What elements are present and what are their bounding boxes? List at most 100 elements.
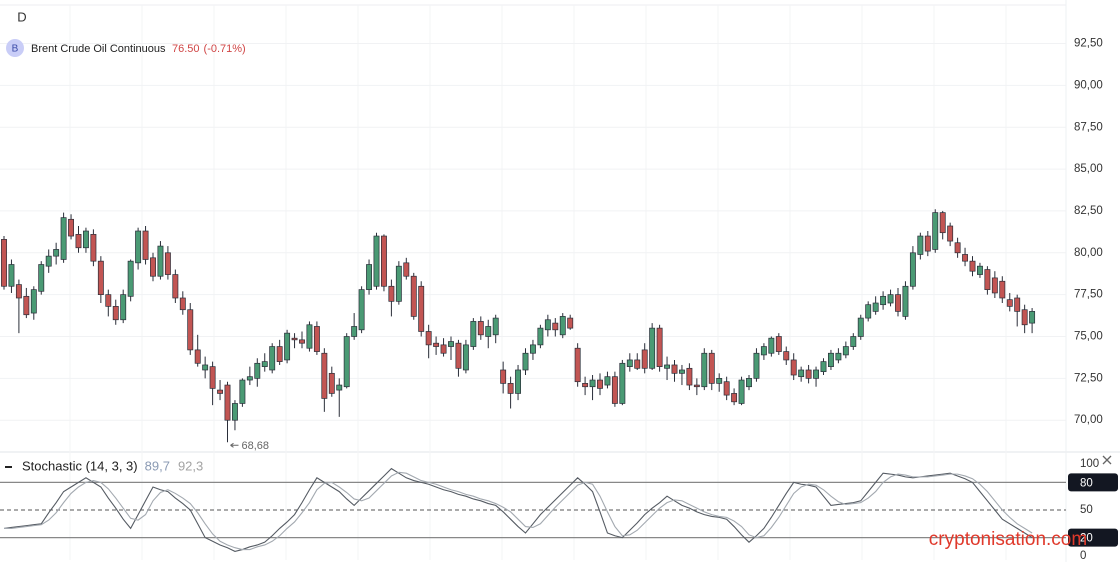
candle-body: [805, 369, 812, 379]
vertical-grid: [69, 5, 1007, 560]
candle-body: [887, 294, 894, 304]
axis: 70,00 72,50 75,00 77,50 80,00 82,50 85,00 87,50…: [1068, 38, 1118, 562]
candle-body: [656, 327, 663, 367]
candle-body: [112, 306, 119, 321]
candle-body: [492, 317, 499, 336]
candle-body: [246, 376, 253, 381]
candle-body: [127, 260, 134, 297]
symbol-icon: B: [12, 44, 19, 55]
y-tick-label: 92,50: [1074, 38, 1103, 50]
candle-body: [224, 384, 231, 421]
candle-body: [552, 322, 559, 331]
band-label: 80: [1080, 477, 1093, 489]
plot: 68,68: [1, 209, 1036, 552]
y-tick-label: 82,50: [1074, 205, 1103, 217]
candle-body: [857, 317, 864, 337]
candle-body: [276, 346, 283, 362]
band-label-bg: [1068, 473, 1118, 492]
candle-body: [723, 381, 730, 396]
candle-body: [388, 285, 395, 302]
interval-button[interactable]: [4, 7, 36, 29]
candle-body: [597, 379, 603, 389]
candle-body: [8, 264, 15, 287]
candle-body: [544, 319, 551, 331]
candle-body: [976, 265, 983, 275]
candle-body: [97, 260, 104, 295]
indicator-value: 92,3: [178, 458, 203, 473]
candle-body: [567, 317, 574, 329]
candle-body: [299, 339, 305, 344]
candle-body: [30, 289, 37, 314]
candle-body: [425, 331, 432, 346]
y-tick-label: 87,50: [1074, 121, 1103, 133]
band-label-bg: [1068, 528, 1118, 547]
symbol-change: (-0.71%): [204, 43, 246, 55]
candle-body: [448, 341, 454, 347]
candle-body: [582, 383, 589, 388]
candle-body: [1006, 299, 1013, 307]
candle-body: [716, 378, 723, 384]
candle-body: [507, 383, 514, 394]
candle-body: [842, 346, 849, 356]
interval[interactable]: D: [17, 9, 26, 24]
candle-body: [440, 344, 447, 354]
candle-body: [68, 218, 74, 237]
y-tick-label: 100: [1080, 458, 1099, 470]
y-tick-label: 75,00: [1074, 331, 1103, 343]
candle-body: [239, 379, 246, 404]
candle-body: [872, 302, 879, 312]
candle-body: [775, 336, 782, 352]
candle-body: [343, 336, 350, 388]
candle-body: [105, 294, 112, 307]
candle-body: [574, 347, 581, 383]
candle-body: [626, 359, 633, 367]
candle-body: [984, 269, 991, 290]
candle-body: [611, 376, 618, 404]
candle-body: [746, 378, 752, 388]
indicator-title: Stochastic (14, 3, 3): [22, 458, 138, 473]
candle-body: [455, 342, 462, 369]
candle-body: [783, 351, 790, 361]
candle-body: [678, 369, 685, 374]
indicator-value: 89,7: [145, 458, 170, 473]
close-icon[interactable]: [1102, 455, 1112, 465]
candle-body: [135, 230, 142, 264]
candle-body: [880, 295, 887, 306]
candle-body: [403, 262, 410, 277]
candle-body: [477, 321, 484, 336]
candle-body: [693, 384, 700, 388]
candle-body: [604, 376, 611, 386]
candle-body: [664, 364, 671, 369]
candle-body: [395, 265, 402, 302]
candle-body: [217, 389, 223, 394]
candle-body: [529, 344, 536, 354]
candle-body: [559, 316, 566, 336]
candle-body: [38, 264, 45, 292]
candle-body: [902, 285, 909, 317]
candle-body: [738, 379, 745, 404]
candle-body: [157, 245, 164, 277]
y-tick-label: 80,00: [1074, 247, 1103, 259]
candle-body: [172, 274, 179, 299]
symbol-price: 76.50: [172, 43, 200, 55]
low-arrow: [230, 442, 239, 448]
y-tick-label: 85,00: [1074, 163, 1103, 175]
stochastic-line: [3, 467, 1033, 552]
candle-body: [962, 254, 969, 262]
candle-body: [232, 403, 238, 421]
y-tick-label: 50: [1080, 504, 1093, 516]
candle-body: [164, 252, 171, 275]
candle-body: [939, 212, 946, 234]
candle-body: [850, 336, 857, 347]
candle-body: [313, 326, 320, 352]
candle-body: [269, 346, 276, 371]
candle-body: [537, 327, 544, 346]
candle-body: [1014, 297, 1021, 312]
candle-body: [485, 326, 492, 337]
candle-body: [1, 239, 7, 287]
low-label: 68,68: [242, 440, 270, 452]
candle-body: [470, 321, 477, 347]
candle-body: [932, 212, 939, 250]
candle-body: [790, 359, 797, 376]
